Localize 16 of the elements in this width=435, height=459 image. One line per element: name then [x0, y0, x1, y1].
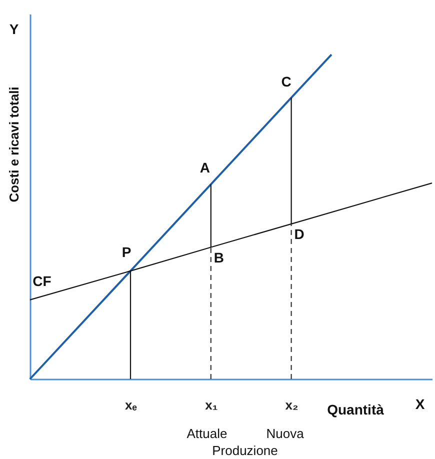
annotation: A [200, 159, 210, 176]
x-tick-label: x₂ [285, 398, 299, 412]
annotation: C [281, 74, 292, 90]
text: Produzione [212, 443, 278, 458]
annotation: P [122, 244, 132, 260]
annotation: D [294, 226, 304, 242]
text: X [415, 396, 426, 412]
x-tick-label: x₁ [205, 398, 218, 412]
annotation: B [214, 249, 224, 266]
text: Y [9, 21, 20, 37]
text: Attuale [186, 426, 228, 441]
annotation: CF [32, 272, 52, 289]
x-axis-title: Quantità [327, 402, 384, 418]
y-axis-title: Costi e ricavi totali [6, 86, 22, 202]
text: Nuova [266, 426, 305, 441]
x-tick-label: xₑ [124, 398, 138, 412]
